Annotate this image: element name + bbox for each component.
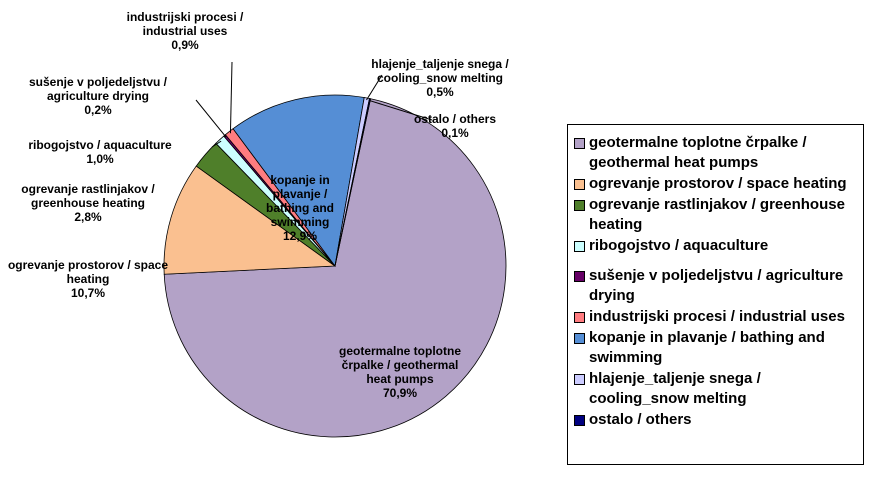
legend-swatch	[574, 138, 585, 149]
slice-label: industrijski procesi / industrial uses 0,…	[110, 10, 260, 52]
pie-slice	[163, 98, 507, 438]
legend-label: ribogojstvo / aquaculture	[589, 237, 769, 254]
legend-label: hlajenje_taljenje snega / cooling_snow m…	[589, 370, 761, 407]
leader-line	[229, 61, 233, 134]
slice-label-value: 2,8%	[74, 210, 102, 224]
leader-line	[211, 140, 222, 148]
slice-label-value: 10,7%	[70, 286, 106, 300]
slice-label-name: ogrevanje rastlinjakov / greenhouse heat…	[21, 182, 155, 210]
legend-label: ostalo / others	[589, 411, 692, 428]
slice-label-value: 1,0%	[86, 152, 114, 166]
slice-label-name: ostalo / others	[413, 112, 496, 126]
slice-label: sušenje v poljedeljstvu / agriculture dr…	[13, 75, 183, 117]
legend-entry: ogrevanje rastlinjakov / greenhouse heat…	[574, 195, 859, 235]
slice-label-value: 12,9%	[282, 229, 318, 243]
legend-swatch	[574, 271, 585, 282]
slice-label: ribogojstvo / aquaculture 1,0%	[10, 138, 190, 166]
legend-label: kopanje in plavanje / bathing and swimmi…	[589, 329, 825, 366]
chart	[163, 61, 507, 438]
slice-label: geotermalne toplotne črpalke / geotherma…	[335, 344, 465, 400]
legend: geotermalne toplotne črpalke / geotherma…	[567, 124, 864, 465]
slice-label: kopanje in plavanje / bathing and swimmi…	[255, 173, 345, 243]
legend-label: geotermalne toplotne črpalke / geotherma…	[589, 134, 807, 171]
legend-label: ogrevanje rastlinjakov / greenhouse heat…	[589, 196, 845, 233]
legend-entry: hlajenje_taljenje snega / cooling_snow m…	[574, 369, 859, 409]
legend-entry: ostalo / others	[574, 410, 859, 430]
slice-label-name: kopanje in plavanje / bathing and swimmi…	[266, 173, 334, 229]
slice-label-name: ogrevanje prostorov / space heating	[7, 258, 169, 286]
legend-entry: geotermalne toplotne črpalke / geotherma…	[574, 133, 859, 173]
legend-swatch	[574, 241, 585, 252]
leader-line	[369, 100, 433, 121]
legend-entry: kopanje in plavanje / bathing and swimmi…	[574, 328, 859, 368]
slice-label-name: ribogojstvo / aquaculture	[28, 138, 172, 152]
slice-label-value: 70,9%	[382, 386, 418, 400]
slice-label-name: geotermalne toplotne črpalke / geotherma…	[338, 344, 461, 386]
legend-swatch	[574, 333, 585, 344]
slice-label-value: 0,5%	[426, 85, 454, 99]
legend-swatch	[574, 312, 585, 323]
pie-slice	[163, 165, 337, 275]
slice-label: ostalo / others 0,1%	[400, 112, 510, 140]
legend-swatch	[574, 415, 585, 426]
pie-slice	[232, 94, 365, 267]
legend-entry: ribogojstvo / aquaculture	[574, 236, 859, 256]
legend-label: industrijski procesi / industrial uses	[589, 308, 845, 325]
legend-label: ogrevanje prostorov / space heating	[589, 175, 847, 192]
pie-slice	[334, 98, 372, 267]
slice-label-value: 0,1%	[441, 126, 469, 140]
slice-label: ogrevanje rastlinjakov / greenhouse heat…	[3, 182, 173, 224]
leader-line	[366, 74, 383, 101]
slice-label: hlajenje_taljenje snega / cooling_snow m…	[365, 57, 515, 99]
slice-label-value: 0,2%	[84, 103, 112, 117]
slice-label-name: industrijski procesi / industrial uses	[126, 10, 244, 38]
legend-entry: sušenje v poljedeljstvu / agriculture dr…	[574, 266, 859, 306]
slice-label-value: 0,9%	[171, 38, 199, 52]
slice-label-name: hlajenje_taljenje snega / cooling_snow m…	[371, 57, 509, 85]
legend-entry: ogrevanje prostorov / space heating	[574, 174, 859, 194]
slice-label-name: sušenje v poljedeljstvu / agriculture dr…	[28, 75, 168, 103]
legend-entry: industrijski procesi / industrial uses	[574, 307, 859, 327]
slice-label: ogrevanje prostorov / space heating 10,7%	[3, 258, 173, 300]
legend-label: sušenje v poljedeljstvu / agriculture dr…	[589, 267, 844, 304]
legend-swatch	[574, 374, 585, 385]
leader-line	[195, 99, 227, 138]
legend-swatch	[574, 179, 585, 190]
legend-swatch	[574, 200, 585, 211]
